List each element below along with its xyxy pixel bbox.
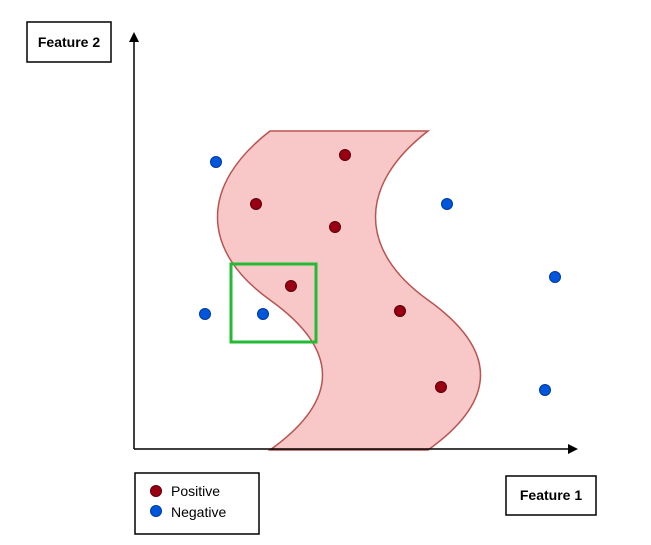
positive-point [329, 221, 341, 233]
legend-positive-label: Positive [171, 483, 220, 499]
positive-point [339, 149, 351, 161]
negative-point [210, 156, 222, 168]
legend-negative-marker [150, 505, 162, 517]
positive-point [285, 280, 297, 292]
highlight-box [229, 262, 318, 344]
positive-point [250, 198, 262, 210]
legend-negative-label: Negative [171, 504, 226, 520]
negative-point [549, 271, 561, 283]
y-axis-label: Feature 2 [38, 34, 100, 50]
negative-point [441, 198, 453, 210]
negative-point [539, 384, 551, 396]
positive-region [216, 130, 482, 451]
y-axis-label-box: Feature 2 [26, 21, 112, 63]
legend: Positive Negative [134, 472, 260, 535]
x-axis-label: Feature 1 [520, 487, 582, 503]
legend-positive-marker [150, 485, 162, 497]
x-axis-label-box: Feature 1 [505, 475, 597, 516]
positive-point [435, 381, 447, 393]
negative-point [199, 308, 211, 320]
positive-point [394, 305, 406, 317]
negative-point [257, 308, 269, 320]
